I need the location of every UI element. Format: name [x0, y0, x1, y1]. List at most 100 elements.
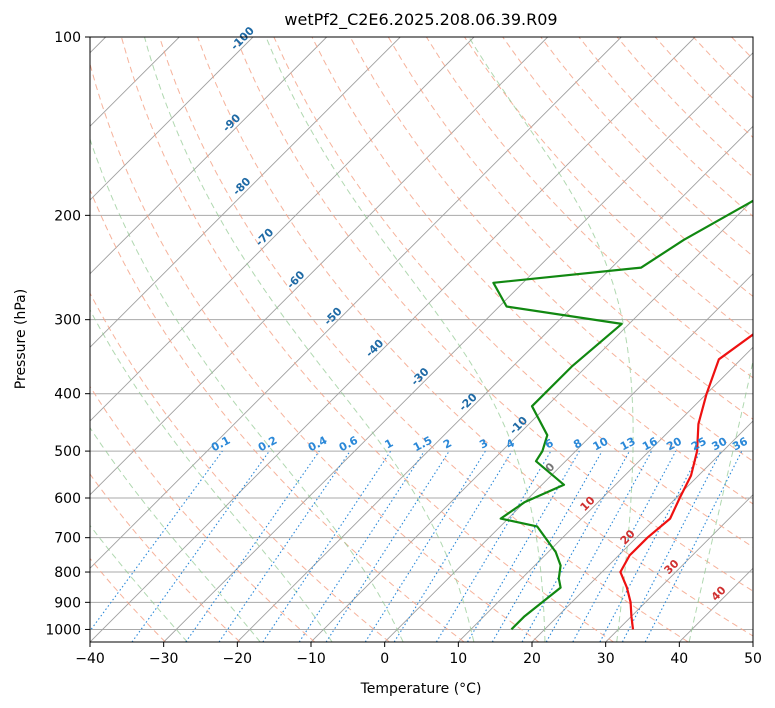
- moist-adiabat-line: [90, 524, 188, 642]
- isotherm-label: 40: [709, 583, 729, 603]
- mixing-ratio-line: [185, 450, 320, 642]
- mixing-ratio-label: 6: [543, 436, 556, 451]
- moist-adiabat-line: [468, 37, 634, 642]
- dry-adiabat-line: [90, 62, 540, 642]
- mixing-ratio-label: 10: [591, 435, 611, 454]
- dewpoint-profile-line: [492, 199, 753, 631]
- mixing-ratio-line: [90, 450, 223, 632]
- dry-adiabat-line: [692, 37, 753, 99]
- dry-adiabat-line: [425, 37, 753, 379]
- dry-adiabat-line: [464, 37, 753, 338]
- plot-frame: [89, 36, 754, 643]
- y-axis-label: Pressure (hPa): [13, 289, 29, 389]
- line-labels: 0.1 0.2 0.4 0.6 1 1.5 2 3 4 6 8 10 13 16 20 25 30 36-100-…: [209, 24, 750, 604]
- x-axis-label: Temperature (°C): [360, 681, 482, 697]
- series-layer: [492, 199, 753, 631]
- dry-adiabat-line: [159, 37, 689, 642]
- mixing-ratio-label: 30: [710, 435, 730, 454]
- isotherm-line: [90, 37, 254, 201]
- mixing-ratio-line: [325, 450, 450, 642]
- y-tick-label: 400: [54, 387, 81, 403]
- dry-adiabat-line: [90, 385, 316, 642]
- mixing-ratio-label: 3: [477, 436, 490, 451]
- y-tick-label: 1000: [45, 622, 81, 638]
- isotherm-line: [752, 641, 753, 642]
- dry-adiabat-line: [311, 37, 753, 505]
- mixing-ratio-line: [572, 450, 677, 642]
- x-tick-label: 10: [449, 651, 467, 667]
- y-tick-label: 800: [54, 565, 81, 581]
- isotherm-label: -60: [284, 268, 307, 291]
- mixing-ratio-line: [364, 450, 486, 642]
- background-lines: [90, 37, 775, 642]
- isotherm-line: [605, 494, 753, 642]
- dry-adiabat-line: [90, 292, 390, 642]
- x-tick-label: −20: [223, 651, 253, 667]
- dry-adiabat-line: [197, 37, 753, 637]
- mixing-ratio-line: [644, 450, 743, 642]
- mixing-ratio-label: 13: [618, 435, 638, 454]
- dry-adiabat-line: [502, 37, 753, 298]
- isotherm-label: -90: [220, 111, 243, 134]
- isotherm-line: [163, 52, 753, 642]
- mixing-ratio-line: [491, 450, 603, 642]
- y-tick-label: 700: [54, 531, 81, 547]
- temperature-profile-line: [619, 333, 753, 630]
- isotherm-label: 20: [618, 527, 638, 547]
- x-tick-label: −10: [296, 651, 326, 667]
- dry-adiabat-line: [90, 188, 465, 642]
- dry-adiabat-line: [770, 37, 775, 642]
- isotherm-label: -30: [408, 365, 431, 388]
- y-tick-label: 300: [54, 313, 81, 329]
- mixing-ratio-label: 36: [730, 435, 750, 454]
- dry-adiabat-line: [387, 37, 753, 420]
- isotherm-label: -10: [507, 414, 530, 437]
- moist-adiabat-line: [90, 426, 261, 642]
- isotherm-line: [90, 37, 549, 496]
- isotherm-label: -100: [228, 24, 257, 53]
- moist-adiabat-line: [688, 358, 753, 642]
- isotherm-label: -50: [321, 305, 344, 328]
- moist-adiabat-line: [90, 137, 404, 642]
- mixing-ratio-label: 16: [640, 435, 660, 454]
- x-tick-label: 20: [523, 651, 541, 667]
- moist-adiabat-line: [265, 37, 546, 642]
- dry-adiabat-line: [90, 473, 241, 642]
- isotherm-label: -40: [363, 336, 386, 359]
- mixing-ratio-line: [545, 450, 653, 642]
- moist-adiabat-line: [90, 308, 333, 642]
- mixing-ratio-label: 4: [504, 436, 517, 451]
- dry-adiabat-line: [120, 37, 614, 642]
- y-tick-label: 900: [54, 595, 81, 611]
- x-tick-label: −40: [75, 651, 105, 667]
- isotherm-label: -70: [253, 226, 276, 249]
- isotherm-line: [236, 125, 753, 642]
- mixing-ratio-line: [599, 450, 701, 642]
- mixing-ratio-label: 2: [441, 436, 454, 451]
- isotherm-line: [384, 273, 753, 642]
- x-tick-label: 50: [744, 651, 762, 667]
- dry-adiabat-line: [654, 37, 753, 139]
- x-tick-label: 0: [380, 651, 389, 667]
- x-tick-label: −30: [149, 651, 179, 667]
- isotherm-label: 10: [578, 494, 598, 514]
- dry-adiabat-line: [349, 37, 753, 462]
- isotherm-line: [457, 346, 753, 642]
- dry-adiabat-line: [273, 37, 753, 548]
- mixing-ratio-line: [435, 450, 552, 642]
- isotherm-line: [531, 420, 753, 642]
- isotherm-line: [90, 37, 622, 569]
- isotherm-line: [90, 37, 401, 348]
- mixing-ratio-line: [393, 450, 513, 642]
- x-tick-label: 40: [670, 651, 688, 667]
- y-tick-label: 100: [54, 30, 81, 46]
- y-tick-label: 600: [54, 491, 81, 507]
- isotherm-label: -80: [230, 175, 253, 198]
- isotherm-line: [90, 37, 696, 642]
- x-tick-label: 30: [597, 651, 615, 667]
- moist-adiabat-line: [144, 37, 475, 642]
- isotherm-line: [90, 37, 328, 275]
- mixing-ratio-line: [218, 450, 351, 642]
